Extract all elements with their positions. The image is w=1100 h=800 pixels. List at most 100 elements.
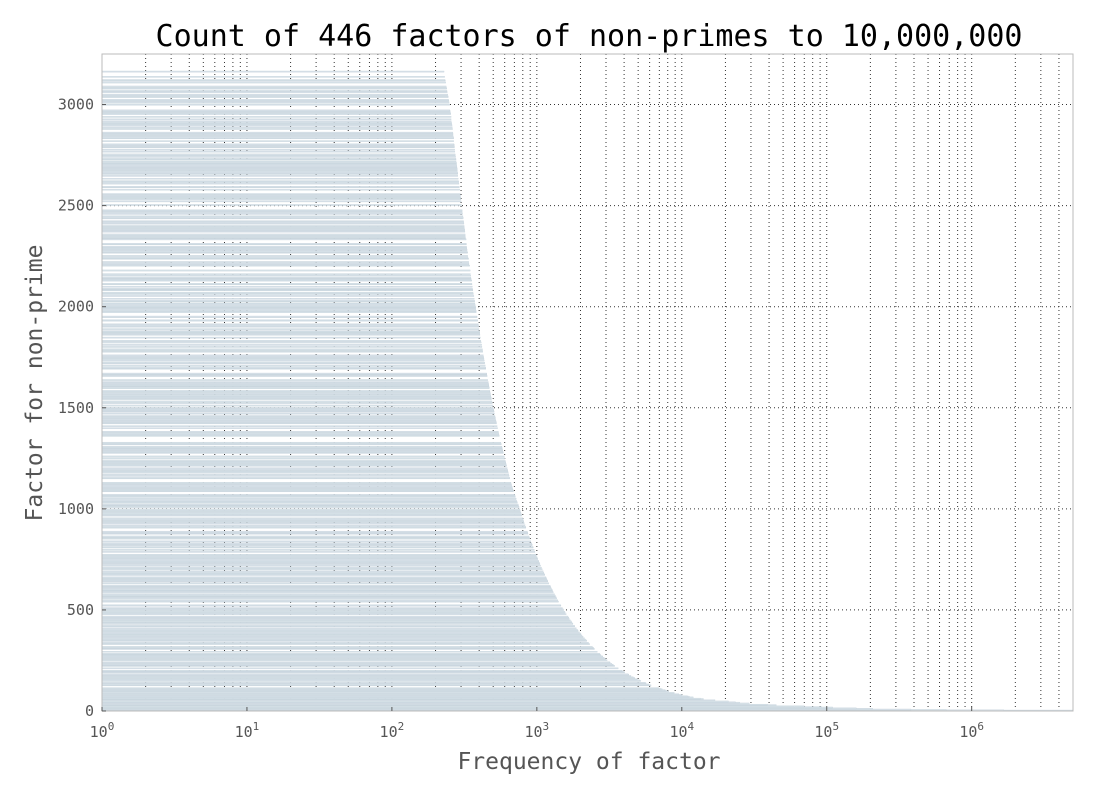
bar-factor-743 — [101, 560, 539, 562]
bar-factor-2903 — [101, 123, 452, 125]
bar-factor-2221 — [101, 261, 469, 263]
y-tick-label: 1500 — [58, 399, 94, 417]
bar-factor-2647 — [101, 175, 458, 177]
bar-factor-1307 — [101, 446, 503, 448]
bar-factor-1879 — [101, 330, 480, 332]
bar-factor-2297 — [101, 245, 467, 248]
bar-factor-661 — [101, 576, 547, 579]
bar-factor-263 — [101, 657, 605, 659]
bar-factor-317 — [101, 646, 593, 648]
bar-factor-919 — [101, 524, 526, 526]
bar-factor-1823 — [101, 341, 482, 344]
bar-factor-2287 — [101, 247, 468, 250]
bar-factor-283 — [101, 653, 600, 655]
bar-factor-2017 — [101, 302, 475, 305]
bar-factor-2753 — [101, 153, 456, 156]
bar-factor-2383 — [101, 228, 465, 231]
bar-factor-1553 — [101, 396, 492, 398]
bar-factor-373 — [101, 634, 583, 637]
bar-factor-1637 — [101, 379, 488, 381]
bar-factor-1777 — [101, 351, 483, 353]
bar-factor-2393 — [101, 226, 465, 228]
bar-factor-389 — [101, 631, 580, 634]
bar-factor-2371 — [101, 230, 466, 233]
bar-factor-2551 — [101, 194, 461, 197]
bar-factor-2113 — [101, 283, 472, 285]
bar-factor-1381 — [101, 431, 499, 433]
bar-factor-31 — [101, 703, 768, 706]
bar-factor-2819 — [101, 140, 454, 142]
bar-factor-647 — [101, 579, 548, 581]
bar-factor-503 — [101, 608, 564, 611]
bar-factor-2311 — [101, 243, 467, 245]
bar-factor-1861 — [101, 334, 481, 336]
bar-factor-1249 — [101, 457, 505, 460]
bar-factor-139 — [101, 682, 646, 684]
bar-factor-1433 — [101, 420, 497, 423]
bar-factor-1987 — [101, 308, 476, 311]
bar-factor-1907 — [101, 324, 479, 327]
bar-factor-1231 — [101, 461, 506, 463]
bar-factor-3083 — [101, 87, 447, 89]
bar-factor-2741 — [101, 156, 456, 158]
bar-factor-2477 — [101, 209, 463, 212]
bar-factor-1933 — [101, 319, 478, 321]
bar-factor-1327 — [101, 441, 502, 444]
bar-factor-199 — [101, 670, 623, 672]
bar-factor-2971 — [101, 109, 450, 112]
bar-factor-2543 — [101, 196, 461, 198]
y-tick-label: 1000 — [58, 500, 94, 518]
bar-factor-2633 — [101, 177, 459, 180]
bar-factor-2053 — [101, 295, 475, 297]
bar-factor-1069 — [101, 494, 515, 496]
y-tick-labels: 0 500 1000 1500 2000 2500 3000 — [58, 96, 106, 720]
bar-factor-1723 — [101, 361, 485, 364]
bar-factor-73 — [101, 695, 688, 697]
bar-factor-3089 — [101, 85, 447, 88]
bar-factor-1471 — [101, 412, 495, 415]
bar-factor-1109 — [101, 486, 513, 488]
bar-factor-421 — [101, 625, 575, 627]
bar-factor-2957 — [101, 112, 451, 114]
bar-factor-2099 — [101, 285, 473, 288]
bar-factor-2843 — [101, 135, 454, 138]
bar-factor-3067 — [101, 90, 448, 92]
bar-factor-563 — [101, 596, 557, 598]
bar-factor-1039 — [101, 500, 517, 502]
bar-factor-1847 — [101, 336, 481, 339]
bar-factor-709 — [101, 566, 542, 569]
bar-factor-1063 — [101, 495, 516, 497]
bar-factor-1583 — [101, 390, 491, 392]
bar-factor-1193 — [101, 469, 508, 471]
bar-factor-443 — [101, 620, 572, 623]
bar-factor-1657 — [101, 375, 488, 377]
bar-factor-2411 — [101, 222, 465, 225]
y-axis-label: Factor for non-prime — [22, 245, 48, 522]
bar-factor-2663 — [101, 171, 458, 174]
bar-factor-293 — [101, 651, 598, 653]
bar-factor-1789 — [101, 348, 483, 351]
bar-factor-401 — [101, 629, 578, 631]
bar-factor-1153 — [101, 477, 510, 479]
bar-factor-83 — [101, 693, 679, 695]
bar-factor-2179 — [101, 269, 471, 272]
bar-factor-773 — [101, 553, 537, 556]
bar-factor-2897 — [101, 124, 453, 127]
bar-factor-631 — [101, 582, 550, 585]
bar-factor-577 — [101, 593, 555, 596]
bar-factor-1741 — [101, 358, 485, 360]
bar-factor-1361 — [101, 435, 500, 437]
bar-factor-1453 — [101, 416, 496, 419]
bar-factor-701 — [101, 568, 543, 571]
y-tick-label: 2000 — [58, 298, 94, 316]
bar-factor-2837 — [101, 136, 454, 139]
bar-factor-677 — [101, 573, 545, 575]
bar-factor-3163 — [101, 70, 445, 73]
bar-factor-2011 — [101, 303, 476, 306]
bar-factor-3023 — [101, 99, 449, 101]
bar-factor-593 — [101, 590, 553, 592]
bar-factor-2593 — [101, 186, 460, 188]
bar-factor-653 — [101, 578, 547, 580]
bar-factor-251 — [101, 659, 608, 662]
bar-factor-2003 — [101, 305, 476, 307]
